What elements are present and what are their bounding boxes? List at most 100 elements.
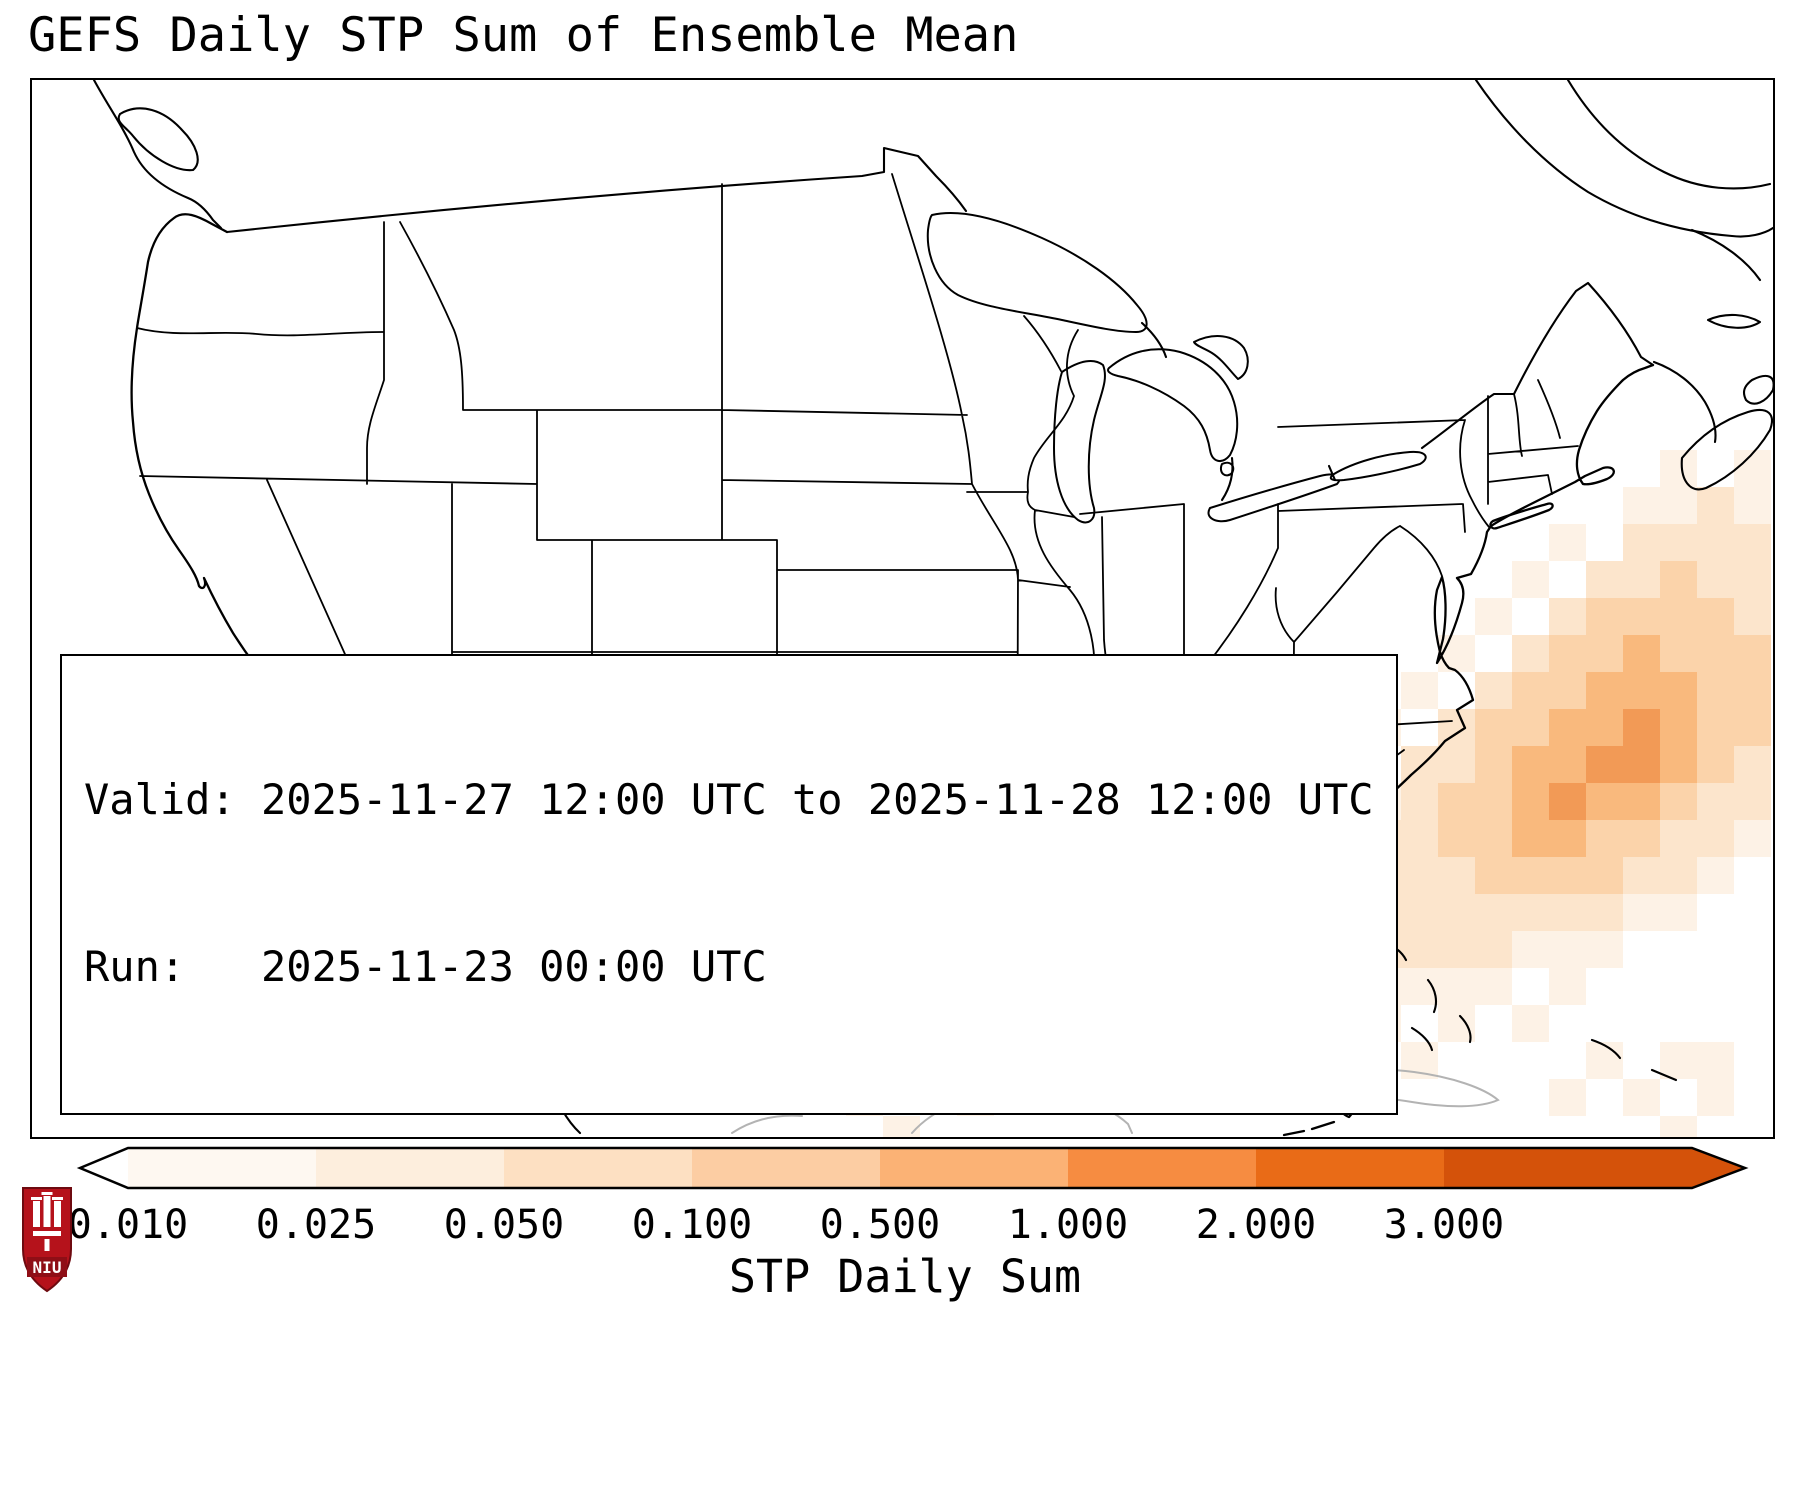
colorbar: 0.010 0.025 0.050 0.100 0.500 1.000 2.000 3.000…	[68, 1146, 1749, 1303]
niu-castle-icon	[31, 1192, 63, 1251]
stp-cell	[1623, 894, 1660, 931]
stp-cell	[1549, 1079, 1586, 1116]
stp-cell	[1734, 561, 1771, 598]
stp-cell	[1697, 487, 1734, 524]
stp-cell	[1623, 857, 1660, 894]
stp-cell	[1660, 709, 1697, 746]
niu-logo: NIU	[22, 1187, 72, 1293]
stp-cell	[1734, 450, 1771, 487]
stp-cell	[1697, 598, 1734, 635]
stp-cell	[1512, 635, 1549, 672]
lake-huron	[1107, 348, 1239, 462]
colorbar-tick-label: 2.000	[1196, 1202, 1316, 1248]
stp-cell	[1512, 894, 1549, 931]
stp-cell	[1586, 1042, 1623, 1079]
stp-cell	[1512, 783, 1549, 820]
stp-cell	[1549, 635, 1586, 672]
stp-cell	[1401, 672, 1438, 709]
lake-superior	[926, 211, 1148, 333]
stp-cell	[1549, 894, 1586, 931]
stp-cell	[1697, 635, 1734, 672]
vancouver-island	[117, 107, 199, 172]
valid-line: Valid: 2025-11-27 12:00 UTC to 2025-11-2…	[84, 775, 1374, 825]
stp-cell	[1623, 524, 1660, 561]
stp-cell	[1512, 931, 1549, 968]
colorbar-over-arrow	[1692, 1148, 1745, 1188]
stp-cell	[1438, 968, 1475, 1005]
stp-cell	[1438, 857, 1475, 894]
stp-cell	[1475, 598, 1512, 635]
colorbar-outline	[76, 1146, 1749, 1190]
stp-cell	[1549, 931, 1586, 968]
colorbar-segment	[1256, 1148, 1444, 1188]
stp-cell	[1438, 709, 1475, 746]
stp-cell	[1697, 857, 1734, 894]
lake-michigan	[1053, 359, 1106, 524]
canada-border-east	[1420, 281, 1655, 450]
canada-border-niagara	[1327, 464, 1337, 482]
stp-cell	[1697, 561, 1734, 598]
stp-cell	[1586, 672, 1623, 709]
british-columbia-coastline	[92, 80, 223, 230]
stp-cell	[1475, 709, 1512, 746]
stp-cell	[1697, 746, 1734, 783]
stp-cell	[1512, 820, 1549, 857]
stp-cell	[1660, 783, 1697, 820]
stp-cell	[1549, 820, 1586, 857]
stp-cell	[1401, 931, 1438, 968]
stp-cell	[1438, 1005, 1475, 1042]
stp-cell	[1549, 857, 1586, 894]
stp-cell	[1734, 746, 1771, 783]
map-frame: Valid: 2025-11-27 12:00 UTC to 2025-11-2…	[30, 78, 1775, 1139]
colorbar-tick-label: 0.100	[632, 1202, 752, 1248]
colorbar-tick-label: 3.000	[1384, 1202, 1504, 1248]
stp-cell	[1475, 968, 1512, 1005]
colorbar-segment	[880, 1148, 1068, 1188]
stp-cell	[1512, 561, 1549, 598]
st-lawrence-north-shore	[1474, 80, 1773, 238]
stp-cell	[1660, 746, 1697, 783]
stp-cell	[1660, 524, 1697, 561]
colorbar-tick-label: 0.050	[444, 1202, 564, 1248]
colorbar-tick-label: 0.025	[256, 1202, 376, 1248]
stp-cell	[883, 1116, 920, 1137]
stp-cell	[1734, 783, 1771, 820]
stp-cell	[1734, 820, 1771, 857]
stp-cell	[1586, 635, 1623, 672]
stp-cell	[1401, 783, 1438, 820]
canada-border-detroit	[1220, 456, 1234, 502]
nova-scotia	[1680, 408, 1773, 491]
stp-cell	[1586, 857, 1623, 894]
stp-cell	[1660, 1042, 1697, 1079]
stp-cell	[1660, 820, 1697, 857]
run-line: Run: 2025-11-23 00:00 UTC	[84, 941, 767, 991]
stp-cell	[1660, 894, 1697, 931]
stp-cell	[1512, 1005, 1549, 1042]
stp-cell	[1697, 1042, 1734, 1079]
lake-erie	[1207, 473, 1341, 523]
stp-cell	[1660, 598, 1697, 635]
canada-border-49th	[225, 146, 968, 234]
stp-cell	[1549, 598, 1586, 635]
stp-cell	[1660, 1116, 1697, 1137]
stp-cell	[1623, 709, 1660, 746]
stp-cell	[1660, 672, 1697, 709]
stp-cell	[1734, 598, 1771, 635]
stp-cell	[1549, 672, 1586, 709]
stp-cell	[1660, 450, 1697, 487]
stp-cell	[1697, 709, 1734, 746]
colorbar-tick-label: 0.010	[68, 1202, 188, 1248]
colorbar-segment	[692, 1148, 880, 1188]
colorbar-under-arrow	[80, 1148, 128, 1188]
stp-cell	[1438, 931, 1475, 968]
stp-cell	[1734, 709, 1771, 746]
stp-cell	[1623, 783, 1660, 820]
stp-cell	[1623, 561, 1660, 598]
stp-cell	[1734, 635, 1771, 672]
long-island	[1489, 502, 1554, 530]
stp-cell	[1586, 561, 1623, 598]
stp-cell	[1623, 598, 1660, 635]
stp-cell	[1734, 487, 1771, 524]
stp-cell	[1586, 709, 1623, 746]
stp-cell	[1475, 857, 1512, 894]
